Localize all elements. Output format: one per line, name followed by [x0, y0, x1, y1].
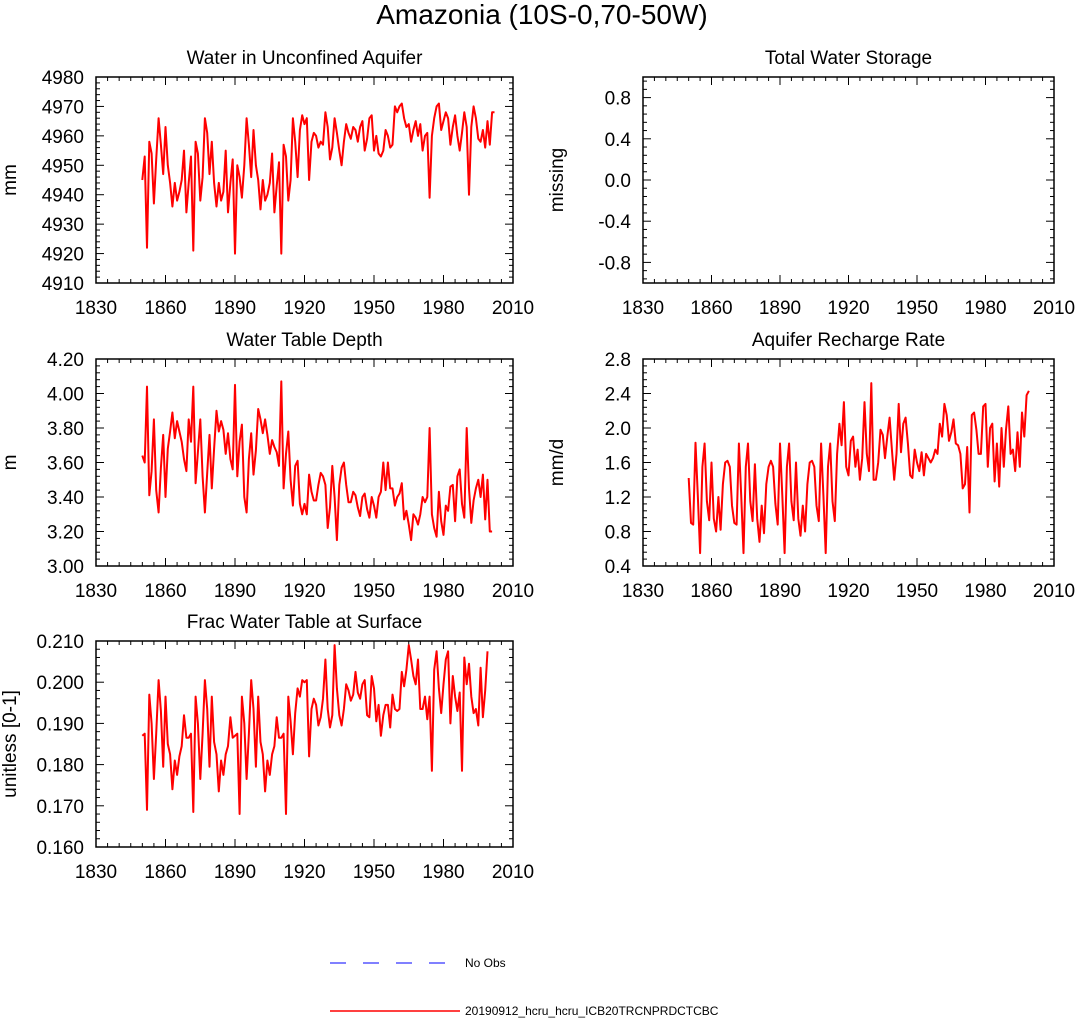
y-tick-label: 1.2 — [605, 488, 631, 509]
x-tick-label: 1860 — [144, 862, 186, 883]
y-tick-label: 0.8 — [605, 523, 631, 544]
panel-total-water-storage: Total Water Storage missing 1830 1860 1890 19… — [547, 48, 1075, 319]
x-tick-label: 1920 — [283, 581, 325, 602]
panel-water-table-depth: Water Table Depth m 1830 1860 1890 1920 1950 19… — [0, 330, 534, 602]
plot-frame — [95, 76, 514, 284]
figure-title: Amazonia (10S-0,70-50W) — [376, 0, 707, 30]
y-tick-label: 0.180 — [36, 756, 84, 777]
y-tick-label: 0.160 — [36, 838, 84, 859]
series-line — [141, 644, 489, 815]
y-tick-label: 3.00 — [47, 557, 84, 578]
y-tick-label: 0.4 — [605, 130, 632, 151]
y-tick-label: 0.210 — [36, 632, 84, 653]
x-tick-label: 1860 — [144, 298, 186, 319]
plot-frame — [95, 640, 514, 848]
x-tick-label: 1860 — [690, 298, 732, 319]
x-tick-label: 1980 — [964, 298, 1006, 319]
y-tick-label: 2.0 — [605, 419, 631, 440]
x-tick-label: 1920 — [283, 862, 325, 883]
x-tick-label: 1950 — [896, 581, 938, 602]
x-tick-label: 1890 — [214, 298, 256, 319]
legend-label-no-obs: No Obs — [465, 956, 506, 970]
panel-water-in-unconfined-aquifer: Water in Unconfined Aquifer mm 1830 1860 189… — [0, 48, 534, 319]
panels: Water in Unconfined Aquifer mm 1830 1860 189… — [0, 48, 1075, 883]
x-tick-label: 1920 — [827, 298, 869, 319]
y-tick-label: 2.8 — [605, 350, 631, 371]
x-tick-label: 2010 — [492, 298, 534, 319]
y-tick-label: 4940 — [42, 186, 84, 207]
y-tick-label: 4.20 — [47, 350, 84, 371]
y-tick-label: 0.8 — [605, 89, 631, 110]
y-tick-label: 1.6 — [605, 454, 631, 475]
panel-title: Total Water Storage — [765, 48, 932, 69]
panel-title: Frac Water Table at Surface — [187, 612, 423, 633]
y-tick-label: 3.40 — [47, 488, 84, 509]
x-tick-label: 1890 — [759, 581, 801, 602]
x-tick-label: 1980 — [422, 298, 464, 319]
x-tick-label: 1890 — [214, 581, 256, 602]
y-tick-label: 4910 — [42, 274, 84, 295]
series-line — [141, 380, 493, 542]
y-tick-label: 3.60 — [47, 454, 84, 475]
x-tick-label: 2010 — [492, 581, 534, 602]
x-tick-label: 1950 — [353, 298, 395, 319]
plot-frame — [642, 76, 1055, 284]
x-tick-label: 1980 — [422, 862, 464, 883]
x-tick-label: 1830 — [75, 862, 117, 883]
legend-label-model: 20190912_hcru_hcru_ICB20TRCNPRDCTCBC — [465, 1004, 719, 1018]
x-tick-label: 2010 — [492, 862, 534, 883]
y-axis-label: unitless [0-1] — [0, 690, 21, 798]
x-tick-label: 1830 — [75, 298, 117, 319]
y-tick-label: 2.4 — [605, 385, 632, 406]
x-tick-label: 1860 — [144, 581, 186, 602]
panel-frac-water-table-at-surface: Frac Water Table at Surface unitless [0-1… — [0, 612, 534, 883]
series-line — [141, 102, 495, 255]
y-tick-label: 4930 — [42, 215, 84, 236]
y-tick-label: 0.200 — [36, 673, 84, 694]
y-axis-label: mm — [0, 164, 21, 196]
y-tick-label: 4950 — [42, 156, 84, 177]
legend: No Obs 20190912_hcru_hcru_ICB20TRCNPRDCT… — [330, 956, 719, 1018]
panel-aquifer-recharge-rate: Aquifer Recharge Rate mm/d 1830 1860 1890 192… — [547, 330, 1075, 602]
y-tick-label: 4970 — [42, 97, 84, 118]
x-tick-label: 1980 — [964, 581, 1006, 602]
y-axis-label: missing — [547, 148, 568, 212]
x-tick-label: 2010 — [1033, 298, 1075, 319]
y-tick-label: -0.8 — [598, 253, 631, 274]
y-tick-label: 0.170 — [36, 797, 84, 818]
y-tick-label: 4980 — [42, 68, 84, 89]
x-tick-label: 1890 — [214, 862, 256, 883]
x-tick-label: 2010 — [1033, 581, 1075, 602]
y-axis-label: m — [0, 455, 21, 471]
plot-frame — [95, 358, 514, 567]
x-tick-label: 1830 — [622, 581, 664, 602]
y-axis-label: mm/d — [547, 439, 568, 487]
series-line — [687, 382, 1030, 555]
x-tick-label: 1950 — [896, 298, 938, 319]
x-tick-label: 1980 — [422, 581, 464, 602]
y-tick-label: 4920 — [42, 245, 84, 266]
x-tick-label: 1860 — [690, 581, 732, 602]
x-tick-label: 1830 — [75, 581, 117, 602]
y-tick-label: 3.20 — [47, 523, 84, 544]
y-tick-label: 4960 — [42, 127, 84, 148]
y-tick-label: -0.4 — [598, 212, 631, 233]
x-tick-label: 1890 — [759, 298, 801, 319]
panel-title: Water in Unconfined Aquifer — [187, 48, 424, 69]
y-tick-label: 3.80 — [47, 419, 84, 440]
y-tick-label: 0.0 — [605, 171, 631, 192]
x-tick-label: 1950 — [353, 862, 395, 883]
y-tick-label: 4.00 — [47, 385, 84, 406]
x-tick-label: 1950 — [353, 581, 395, 602]
y-tick-label: 0.190 — [36, 714, 84, 735]
x-tick-label: 1920 — [283, 298, 325, 319]
panel-title: Water Table Depth — [226, 330, 382, 351]
panel-title: Aquifer Recharge Rate — [752, 330, 945, 351]
x-tick-label: 1830 — [622, 298, 664, 319]
y-tick-label: 0.4 — [605, 557, 632, 578]
x-tick-label: 1920 — [827, 581, 869, 602]
